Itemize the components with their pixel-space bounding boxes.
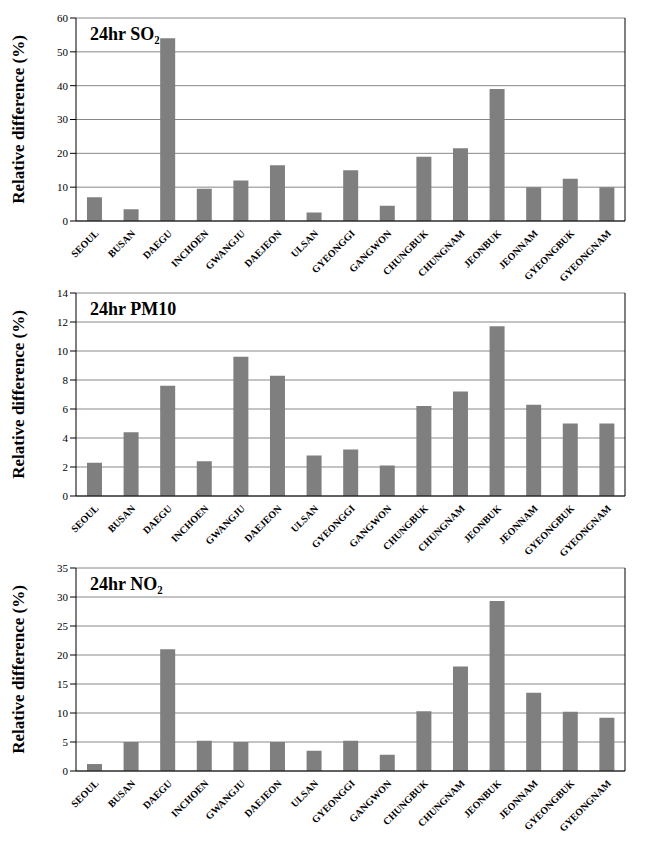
svg-text:Relative difference (%): Relative difference (%) bbox=[9, 35, 28, 204]
svg-text:JEONNAM: JEONNAM bbox=[496, 777, 540, 822]
svg-text:GWANGJU: GWANGJU bbox=[203, 778, 247, 822]
svg-text:GYEONGBUK: GYEONGBUK bbox=[522, 777, 577, 833]
svg-text:SEOUL: SEOUL bbox=[69, 777, 101, 809]
svg-text:BUSAN: BUSAN bbox=[106, 502, 138, 534]
svg-text:BUSAN: BUSAN bbox=[106, 227, 138, 259]
svg-text:0: 0 bbox=[63, 765, 69, 777]
svg-text:GYEONGNAM: GYEONGNAM bbox=[557, 777, 613, 833]
svg-text:60: 60 bbox=[57, 12, 69, 24]
svg-text:GANGWON: GANGWON bbox=[346, 777, 394, 825]
svg-text:GWANGJU: GWANGJU bbox=[203, 228, 247, 272]
svg-text:20: 20 bbox=[57, 649, 69, 661]
svg-text:14: 14 bbox=[57, 287, 69, 299]
svg-text:GANGWON: GANGWON bbox=[346, 502, 394, 550]
svg-text:GYEONGGI: GYEONGGI bbox=[309, 502, 357, 551]
svg-text:GYEONGBUK: GYEONGBUK bbox=[522, 502, 577, 558]
svg-text:JEONNAM: JEONNAM bbox=[496, 502, 540, 547]
svg-text:GYEONGGI: GYEONGGI bbox=[309, 777, 357, 826]
svg-text:DAEGU: DAEGU bbox=[141, 503, 174, 536]
svg-text:CHUNGNAM: CHUNGNAM bbox=[416, 227, 467, 278]
svg-text:10: 10 bbox=[57, 707, 69, 719]
svg-text:GYEONGGI: GYEONGGI bbox=[309, 227, 357, 276]
svg-text:INCHOEN: INCHOEN bbox=[169, 777, 211, 820]
html-text:24hr NO₂: 24hr NO₂ bbox=[90, 574, 163, 594]
svg-text:JEONBUK: JEONBUK bbox=[461, 502, 504, 545]
svg-text:30: 30 bbox=[57, 113, 69, 125]
svg-text:15: 15 bbox=[57, 678, 69, 690]
svg-text:4: 4 bbox=[63, 432, 69, 444]
svg-text:Relative difference (%): Relative difference (%) bbox=[9, 310, 28, 479]
svg-text:8: 8 bbox=[63, 374, 69, 386]
svg-text:GANGWON: GANGWON bbox=[346, 227, 394, 275]
svg-text:0: 0 bbox=[63, 215, 69, 227]
svg-text:CHUNGBUK: CHUNGBUK bbox=[380, 227, 431, 278]
svg-text:ULSAN: ULSAN bbox=[289, 777, 321, 809]
svg-text:ULSAN: ULSAN bbox=[289, 502, 321, 534]
svg-text:CHUNGNAM: CHUNGNAM bbox=[416, 502, 467, 553]
svg-text:GWANGJU: GWANGJU bbox=[203, 503, 247, 547]
svg-text:CHUNGNAM: CHUNGNAM bbox=[416, 777, 467, 828]
svg-text:30: 30 bbox=[57, 591, 69, 603]
svg-text:DAEJEON: DAEJEON bbox=[242, 777, 284, 819]
svg-text:5: 5 bbox=[63, 736, 69, 748]
svg-text:DAEGU: DAEGU bbox=[141, 228, 174, 261]
svg-text:20: 20 bbox=[57, 147, 69, 159]
html-text:24hr PM10: 24hr PM10 bbox=[90, 299, 177, 319]
svg-text:50: 50 bbox=[57, 46, 69, 58]
svg-text:JEONBUK: JEONBUK bbox=[461, 227, 504, 270]
svg-text:JEONNAM: JEONNAM bbox=[496, 227, 540, 272]
svg-text:GYEONGNAM: GYEONGNAM bbox=[557, 502, 613, 558]
svg-text:INCHOEN: INCHOEN bbox=[169, 502, 211, 545]
svg-text:JEONBUK: JEONBUK bbox=[461, 777, 504, 820]
svg-text:DAEJEON: DAEJEON bbox=[242, 227, 284, 269]
svg-text:INCHOEN: INCHOEN bbox=[169, 227, 211, 270]
svg-text:35: 35 bbox=[57, 562, 69, 574]
svg-text:2: 2 bbox=[63, 461, 69, 473]
html-text:24hr SO₂: 24hr SO₂ bbox=[90, 24, 160, 44]
svg-text:GYEONGBUK: GYEONGBUK bbox=[522, 227, 577, 283]
svg-text:CHUNGBUK: CHUNGBUK bbox=[380, 777, 431, 828]
svg-text:0: 0 bbox=[63, 490, 69, 502]
svg-text:SEOUL: SEOUL bbox=[69, 502, 101, 534]
svg-text:Relative difference (%): Relative difference (%) bbox=[9, 585, 28, 754]
svg-text:10: 10 bbox=[57, 181, 69, 193]
svg-text:40: 40 bbox=[57, 80, 69, 92]
svg-text:10: 10 bbox=[57, 345, 69, 357]
svg-text:6: 6 bbox=[63, 403, 69, 415]
svg-text:SEOUL: SEOUL bbox=[69, 227, 101, 259]
svg-text:DAEJEON: DAEJEON bbox=[242, 502, 284, 544]
svg-text:DAEGU: DAEGU bbox=[141, 778, 174, 811]
svg-text:GYEONGNAM: GYEONGNAM bbox=[557, 227, 613, 283]
svg-text:ULSAN: ULSAN bbox=[289, 227, 321, 259]
svg-text:25: 25 bbox=[57, 620, 69, 632]
svg-text:12: 12 bbox=[57, 316, 68, 328]
svg-text:BUSAN: BUSAN bbox=[106, 777, 138, 809]
svg-text:CHUNGBUK: CHUNGBUK bbox=[380, 502, 431, 553]
